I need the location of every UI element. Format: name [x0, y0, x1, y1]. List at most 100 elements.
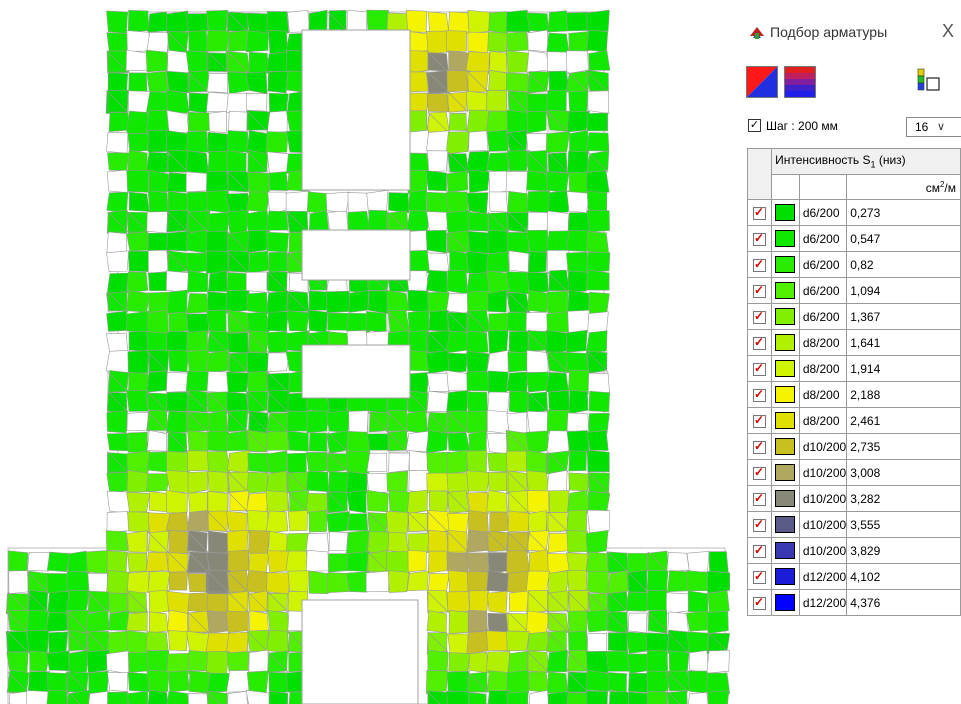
mesh-element: [225, 430, 249, 452]
color-swatch[interactable]: [775, 308, 796, 325]
mesh-element: [546, 109, 571, 132]
visibility-checkbox[interactable]: ✓: [753, 387, 767, 402]
mesh-element: [106, 310, 128, 332]
mesh-element-edge: [567, 671, 589, 693]
visibility-checkbox[interactable]: ✓: [753, 491, 767, 506]
visibility-checkbox[interactable]: ✓: [753, 568, 767, 584]
check-icon: ✓: [754, 568, 765, 583]
mesh-element-edge: [187, 391, 209, 413]
mesh-element-edge: [187, 611, 209, 633]
color-swatch[interactable]: [775, 594, 796, 611]
mesh-element: [565, 230, 590, 252]
visibility-checkbox[interactable]: ✓: [753, 361, 767, 376]
mesh-element: [628, 691, 650, 704]
mesh-element: [466, 529, 490, 553]
mesh-element: [646, 650, 668, 674]
mesh-element: [466, 491, 489, 515]
color-swatch[interactable]: [775, 386, 796, 403]
mesh-element: [285, 190, 311, 214]
mesh-element: [108, 112, 130, 132]
mesh-element: [527, 490, 550, 514]
mesh-element: [206, 170, 230, 193]
mesh-element: [106, 272, 129, 294]
mesh-element: [527, 510, 547, 535]
visibility-checkbox[interactable]: ✓: [753, 335, 767, 350]
mesh-element: [687, 590, 709, 613]
legend-rebar-label: d6/200: [798, 251, 848, 278]
legend-column-header: Интенсивность S1 (низ): [771, 148, 961, 175]
mesh-element-edge: [667, 691, 681, 704]
color-swatch[interactable]: [775, 204, 796, 221]
mesh-element: [325, 191, 351, 214]
color-swatch[interactable]: [775, 334, 796, 351]
mesh-element: [528, 671, 550, 694]
mesh-element-edge: [227, 311, 249, 333]
visibility-checkbox[interactable]: ✓: [753, 283, 767, 298]
mesh-element: [207, 470, 230, 493]
color-swatch[interactable]: [775, 282, 796, 299]
mesh-element: [507, 190, 529, 215]
mesh-element: [206, 72, 228, 93]
mesh-element: [267, 352, 290, 373]
visibility-checkbox[interactable]: ✓: [753, 543, 767, 558]
color-swatch[interactable]: [775, 360, 796, 377]
mesh-element: [626, 591, 648, 612]
color-swatch[interactable]: [775, 256, 796, 273]
mesh-element: [207, 490, 229, 514]
color-swatch[interactable]: [775, 464, 796, 481]
color-swatch[interactable]: [775, 230, 796, 247]
mesh-element: [128, 191, 150, 212]
legend-rebar-label: d6/200: [798, 303, 848, 330]
slab-opening: [301, 599, 419, 704]
color-swatch[interactable]: [775, 542, 796, 559]
mesh-element-edge: [207, 571, 229, 593]
red-blue-split-button[interactable]: [746, 66, 778, 98]
visibility-checkbox[interactable]: ✓: [753, 257, 767, 272]
visibility-checkbox[interactable]: ✓: [753, 595, 767, 610]
gradient-button[interactable]: [784, 66, 816, 98]
visibility-checkbox[interactable]: ✓: [753, 231, 767, 246]
mesh-element: [469, 590, 490, 613]
mesh-element: [506, 669, 530, 694]
close-icon[interactable]: X: [942, 21, 955, 41]
mesh-element: [208, 110, 227, 133]
legend-row: ✓ d6/200 1,367: [746, 303, 961, 330]
color-swatch[interactable]: [775, 412, 796, 429]
mesh-element: [266, 412, 290, 434]
step-checkbox[interactable]: ✓: [748, 119, 761, 132]
mesh-element: [526, 229, 550, 253]
mesh-element: [586, 30, 609, 53]
color-swatch[interactable]: [775, 438, 796, 455]
color-swatch[interactable]: [775, 516, 796, 533]
visibility-checkbox[interactable]: ✓: [753, 439, 767, 454]
visibility-checkbox[interactable]: ✓: [753, 309, 767, 324]
visibility-checkbox[interactable]: ✓: [753, 205, 767, 220]
mesh-element: [586, 170, 610, 194]
mesh-element: [387, 430, 409, 452]
visibility-checkbox[interactable]: ✓: [753, 465, 767, 480]
mesh-element: [426, 412, 449, 434]
mesh-element: [148, 169, 170, 193]
mesh-element: [187, 270, 209, 293]
color-swatch[interactable]: [775, 490, 796, 507]
visibility-checkbox[interactable]: ✓: [753, 413, 767, 428]
mesh-element: [466, 391, 489, 415]
mesh-element: [166, 653, 190, 675]
mesh-element: [127, 132, 151, 153]
mesh-element: [487, 31, 509, 53]
mesh-element: [146, 32, 170, 54]
bar-chart-button[interactable]: [915, 66, 947, 98]
mesh-element: [548, 490, 570, 513]
mesh-element-edge: [487, 531, 509, 553]
mesh-element: [226, 631, 249, 654]
diameter-select[interactable]: 16 ∨: [906, 117, 961, 137]
visibility-checkbox[interactable]: ✓: [753, 517, 767, 532]
mesh-element: [448, 113, 468, 131]
mesh-element: [386, 510, 410, 534]
mesh-element: [667, 629, 691, 654]
mesh-element: [388, 570, 410, 593]
mesh-element: [328, 471, 350, 493]
color-swatch[interactable]: [775, 568, 796, 585]
mesh-element: [246, 191, 270, 213]
mesh-element: [246, 670, 269, 694]
